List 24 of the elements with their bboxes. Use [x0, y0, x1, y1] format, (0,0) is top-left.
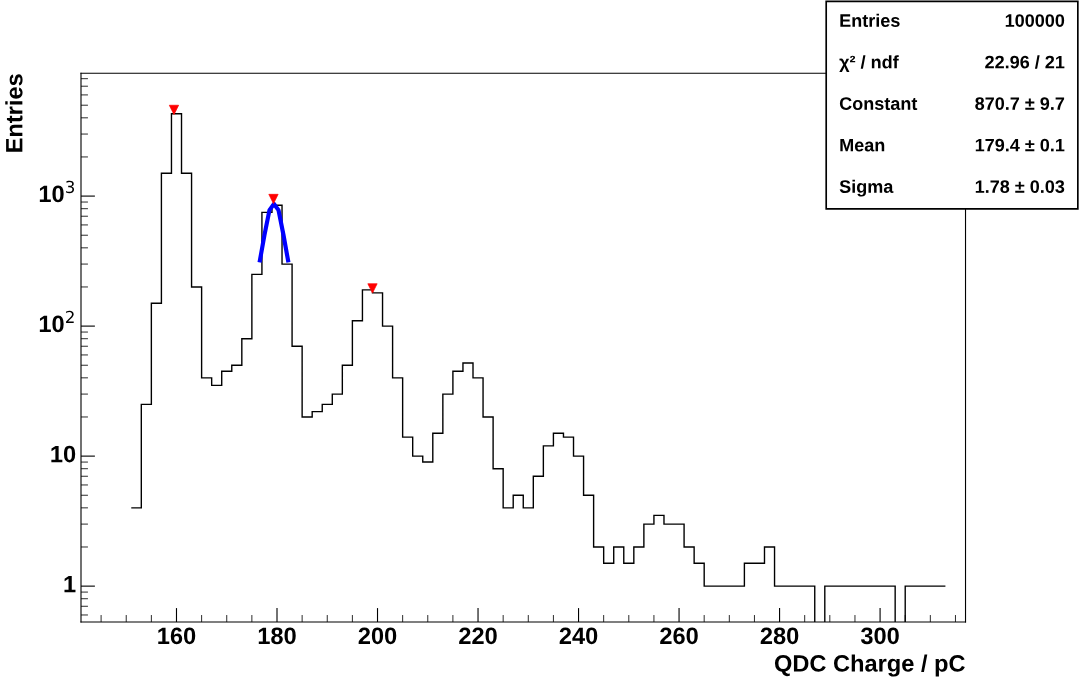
x-tick-label: 200: [358, 627, 397, 645]
annotation: Mean: [840, 138, 885, 152]
y-tick-label: 10: [51, 445, 76, 463]
y-tick-label: 1: [64, 575, 76, 593]
text: 179.4 ± 0.1: [975, 138, 1065, 152]
y-tick-label: 10$^{3}$: [39, 180, 75, 203]
y-axis-title: Entries: [5, 74, 23, 152]
x-tick-label: 260: [660, 627, 698, 645]
x-tick-label: 280: [760, 627, 799, 645]
x-tick-label: 180: [258, 627, 296, 645]
x-tick-label: 220: [459, 627, 497, 645]
x-tick-label: 240: [559, 627, 598, 645]
annotation: Constant: [839, 97, 918, 110]
x-axis-title: QDC Charge / pC: [774, 654, 965, 677]
text: 100000: [1005, 14, 1065, 27]
y-tick-label: 10$^{2}$: [39, 310, 74, 333]
text: 870.7 ± 9.7: [975, 97, 1065, 110]
text: χ² / ndf: [839, 55, 899, 73]
text: 22.96 / 21: [985, 55, 1065, 69]
text: Entries: [840, 13, 900, 27]
x-tick-label: 300: [860, 627, 899, 645]
x-tick-label: 160: [158, 627, 196, 645]
annotation: Sigma: [839, 179, 894, 197]
text: 1.78 ± 0.03: [975, 180, 1065, 194]
